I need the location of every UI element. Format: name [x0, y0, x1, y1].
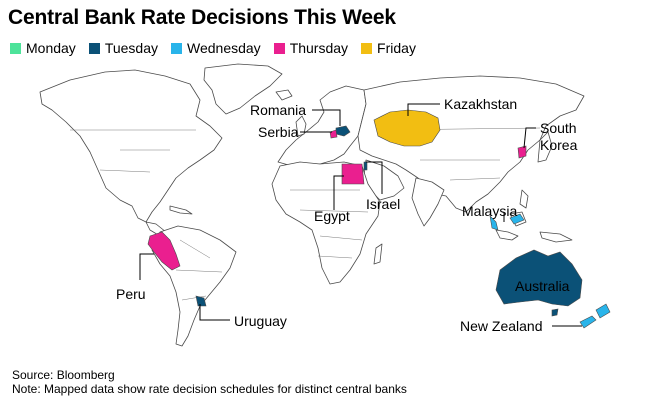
- leader-line-peru: [139, 253, 154, 280]
- country-borders-south-america: [175, 239, 223, 301]
- chart-title: Central Bank Rate Decisions This Week: [8, 6, 396, 29]
- india-landmass: [411, 177, 445, 227]
- country-borders-africa: [290, 189, 369, 259]
- country-borders-north-america: [70, 129, 196, 173]
- israel-region: [363, 161, 368, 171]
- philippines-island: [519, 189, 529, 209]
- indonesia-islands: [495, 229, 519, 241]
- label-australia: Australia: [515, 278, 570, 294]
- label-south-korea-line1: South: [540, 120, 577, 136]
- japan-island: [537, 131, 553, 163]
- leader-line-kazakhstan: [407, 103, 440, 116]
- south-korea-region: [517, 145, 527, 159]
- legend-swatch-wednesday: [171, 42, 182, 54]
- legend: Monday Tuesday Wednesday Thursday Friday: [10, 40, 416, 56]
- greenland-landmass: [203, 63, 283, 115]
- madagascar-island: [373, 243, 383, 265]
- uruguay-region: [195, 295, 207, 307]
- legend-label-friday: Friday: [377, 40, 416, 56]
- label-peru: Peru: [116, 286, 146, 302]
- label-serbia: Serbia: [258, 124, 299, 140]
- legend-label-thursday: Thursday: [289, 40, 349, 56]
- legend-item-friday: Friday: [361, 40, 416, 56]
- methodology-note: Note: Mapped data show rate decision sch…: [12, 382, 407, 396]
- label-new-zealand: New Zealand: [460, 318, 543, 334]
- australia-region: [495, 249, 583, 307]
- legend-swatch-thursday: [273, 42, 285, 54]
- leader-line-romania: [312, 109, 341, 126]
- label-uruguay: Uruguay: [234, 313, 287, 329]
- new-guinea-island: [539, 231, 573, 243]
- label-kazakhstan: Kazakhstan: [444, 96, 518, 112]
- egypt-region: [341, 163, 365, 185]
- leader-line-uruguay: [199, 304, 230, 321]
- legend-swatch-monday: [10, 42, 21, 54]
- peru-region: [147, 231, 181, 271]
- north-america-landmass: [39, 69, 223, 223]
- cuba-island: [169, 205, 193, 215]
- legend-item-tuesday: Tuesday: [88, 40, 158, 56]
- legend-item-monday: Monday: [10, 40, 76, 56]
- label-romania: Romania: [250, 102, 307, 118]
- new-zealand-region: [579, 303, 611, 329]
- legend-item-thursday: Thursday: [273, 40, 349, 56]
- tasmania-region: [551, 308, 559, 317]
- leader-line-south-korea: [523, 127, 536, 149]
- legend-label-tuesday: Tuesday: [104, 40, 158, 56]
- uk-island: [295, 115, 307, 137]
- label-south-korea-line2: Korea: [540, 137, 578, 153]
- legend-item-wednesday: Wednesday: [171, 40, 261, 56]
- leader-line-israel: [366, 161, 383, 194]
- africa-landmass: [271, 161, 381, 285]
- legend-label-monday: Monday: [26, 40, 76, 56]
- label-israel: Israel: [366, 196, 401, 212]
- iceland-island: [275, 89, 293, 101]
- legend-label-wednesday: Wednesday: [187, 40, 261, 56]
- footer: Source: Bloomberg Note: Mapped data show…: [12, 368, 407, 396]
- kazakhstan-region: [373, 109, 441, 147]
- asia-landmass: [357, 75, 585, 213]
- label-malaysia: Malaysia: [462, 203, 518, 219]
- legend-swatch-friday: [361, 42, 373, 54]
- source-note: Source: Bloomberg: [12, 368, 115, 382]
- malaysia-region: [489, 213, 525, 231]
- label-egypt: Egypt: [314, 208, 350, 224]
- legend-swatch-tuesday: [88, 42, 100, 54]
- leader-line-egypt: [333, 175, 344, 210]
